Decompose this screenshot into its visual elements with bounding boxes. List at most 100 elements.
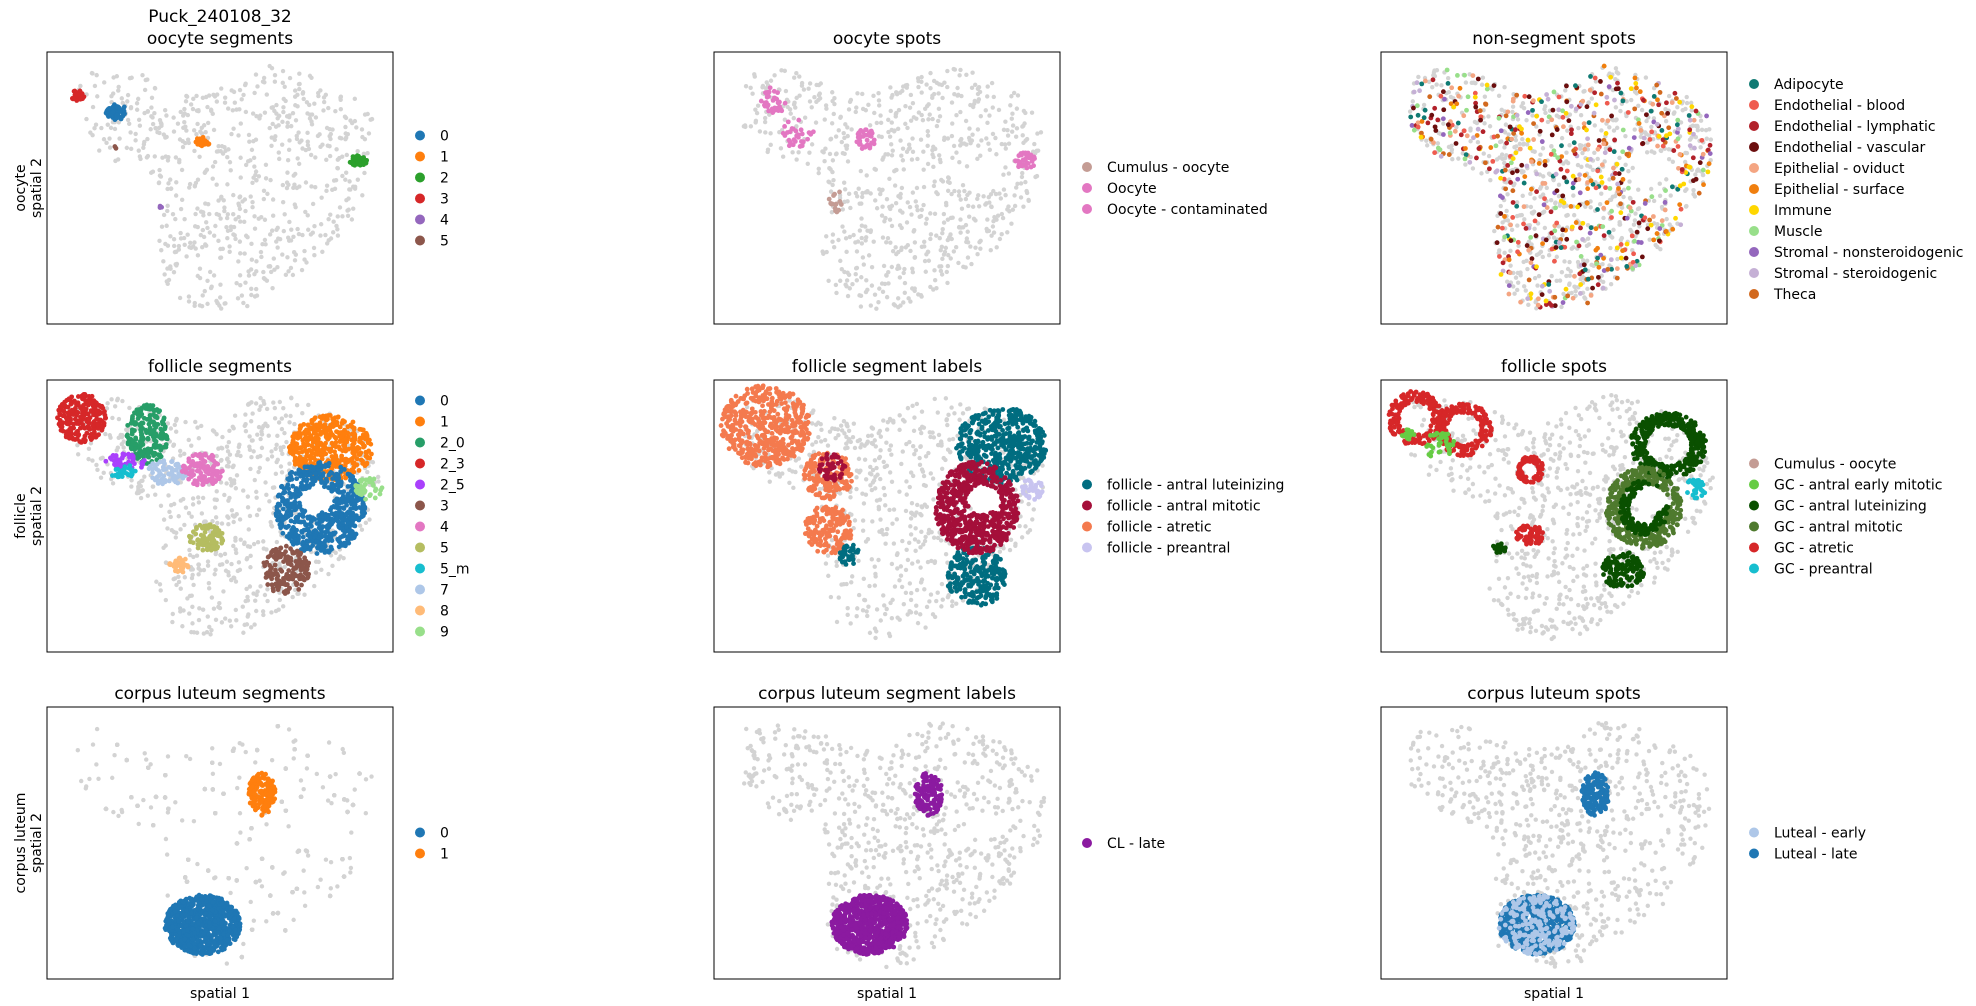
cell-spot bbox=[1535, 302, 1541, 308]
background-spot bbox=[352, 118, 358, 124]
background-spot bbox=[297, 86, 302, 92]
background-spot bbox=[134, 490, 140, 496]
background-spot bbox=[265, 598, 270, 604]
cell-spot bbox=[1526, 277, 1532, 283]
background-spot bbox=[255, 432, 260, 437]
background-spot bbox=[842, 187, 848, 192]
background-spot bbox=[220, 446, 225, 451]
background-spot bbox=[376, 479, 381, 484]
background-spot bbox=[337, 205, 343, 210]
background-spot bbox=[283, 413, 289, 418]
background-spot bbox=[905, 200, 910, 205]
background-spot bbox=[305, 130, 310, 136]
legend-label: 3 bbox=[440, 192, 449, 208]
cell-spot bbox=[1515, 239, 1521, 245]
background-spot bbox=[849, 127, 854, 132]
background-spot bbox=[987, 113, 992, 118]
background-spot bbox=[232, 233, 237, 238]
background-spot bbox=[938, 248, 943, 253]
background-spot bbox=[1617, 155, 1622, 161]
segment-spot bbox=[860, 144, 866, 150]
background-spot bbox=[250, 111, 256, 116]
background-spot bbox=[251, 155, 257, 161]
cell-spot bbox=[1677, 99, 1683, 105]
background-spot bbox=[845, 133, 850, 139]
background-spot bbox=[135, 96, 141, 102]
segment-spot bbox=[140, 452, 146, 458]
segment-spot bbox=[152, 414, 158, 419]
segment-spot bbox=[358, 457, 364, 463]
background-spot bbox=[366, 131, 372, 136]
background-spot bbox=[889, 120, 894, 125]
background-spot bbox=[318, 233, 323, 238]
background-spot bbox=[941, 211, 947, 217]
cell-spot bbox=[1634, 229, 1640, 235]
segment-spot bbox=[869, 130, 875, 136]
background-spot bbox=[1026, 197, 1031, 203]
cell-spot bbox=[1573, 83, 1578, 89]
background-spot bbox=[922, 244, 927, 249]
background-spot bbox=[857, 293, 862, 298]
cell-spot bbox=[1578, 282, 1584, 287]
background-spot bbox=[102, 80, 107, 85]
segment-spot bbox=[294, 449, 299, 455]
background-spot bbox=[273, 471, 279, 477]
segment-spot bbox=[342, 456, 348, 462]
background-spot bbox=[340, 173, 345, 179]
background-spot bbox=[889, 153, 895, 158]
background-spot bbox=[236, 203, 242, 208]
background-spot bbox=[136, 484, 141, 489]
segment-spot bbox=[354, 462, 360, 468]
background-spot bbox=[260, 242, 265, 247]
background-spot bbox=[261, 196, 267, 202]
background-spot bbox=[871, 93, 876, 99]
segment-spot bbox=[769, 106, 775, 112]
background-spot bbox=[1001, 187, 1007, 192]
background-spot bbox=[238, 283, 243, 288]
background-spot bbox=[126, 121, 132, 126]
background-spot bbox=[1441, 121, 1446, 126]
background-spot bbox=[254, 512, 260, 518]
background-spot bbox=[1512, 291, 1517, 296]
cell-spot bbox=[1665, 111, 1671, 116]
background-spot bbox=[1683, 106, 1688, 112]
background-spot bbox=[272, 405, 278, 411]
background-spot bbox=[846, 191, 852, 197]
background-spot bbox=[987, 200, 992, 205]
background-spot bbox=[171, 237, 177, 242]
cell-spot bbox=[1547, 288, 1553, 294]
background-spot bbox=[166, 493, 171, 498]
cell-spot bbox=[1582, 267, 1588, 273]
background-spot bbox=[242, 197, 248, 202]
segment-spot bbox=[298, 423, 303, 429]
background-spot bbox=[125, 99, 130, 104]
cell-spot bbox=[1700, 151, 1706, 157]
background-spot bbox=[287, 115, 292, 120]
cell-spot bbox=[1580, 98, 1586, 104]
cell-spot bbox=[1539, 292, 1545, 297]
background-spot bbox=[277, 156, 282, 162]
background-spot bbox=[827, 151, 833, 157]
background-spot bbox=[951, 143, 957, 149]
cell-spot bbox=[1595, 207, 1600, 212]
background-spot bbox=[1430, 84, 1435, 90]
background-spot bbox=[321, 95, 327, 100]
background-spot bbox=[196, 108, 201, 114]
background-spot bbox=[363, 520, 369, 526]
background-spot bbox=[213, 617, 219, 623]
background-spot bbox=[242, 622, 247, 628]
background-spot bbox=[90, 458, 95, 463]
background-spot bbox=[263, 421, 268, 426]
background-spot bbox=[1521, 284, 1527, 289]
background-spot bbox=[159, 224, 165, 229]
background-spot bbox=[859, 194, 865, 200]
background-spot bbox=[295, 156, 300, 161]
cell-spot bbox=[1534, 264, 1539, 270]
segment-spot bbox=[863, 127, 868, 133]
cell-spot bbox=[1564, 83, 1569, 89]
background-spot bbox=[794, 157, 799, 162]
segment-spot bbox=[175, 480, 181, 486]
cell-spot bbox=[1691, 178, 1696, 184]
background-spot bbox=[362, 170, 367, 176]
segment-spot bbox=[831, 193, 836, 198]
